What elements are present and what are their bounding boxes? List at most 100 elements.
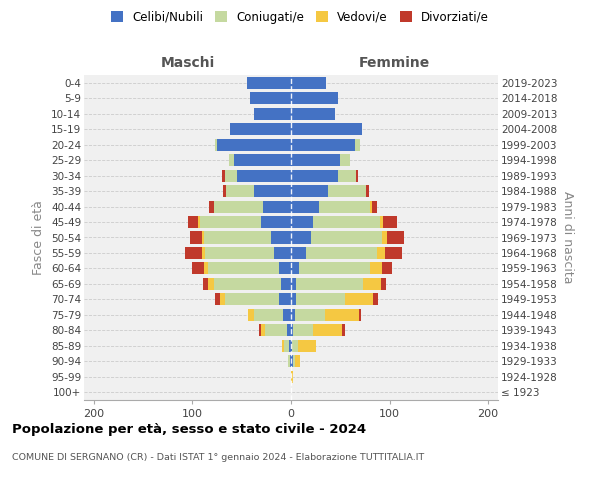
Bar [370, 200, 372, 212]
Bar [291, 232, 311, 243]
Bar [226, 185, 254, 197]
Bar [200, 216, 262, 228]
Bar [279, 294, 291, 306]
Bar [254, 185, 291, 197]
Bar [262, 216, 291, 228]
Bar [359, 309, 361, 321]
Text: COMUNE DI SERGNANO (CR) - Dati ISTAT 1° gennaio 2024 - Elaborazione TUTTITALIA.I: COMUNE DI SERGNANO (CR) - Dati ISTAT 1° … [12, 452, 424, 462]
Bar [209, 200, 214, 212]
Bar [265, 324, 287, 336]
Bar [291, 371, 293, 383]
Bar [262, 324, 265, 336]
Bar [254, 309, 283, 321]
Bar [306, 247, 377, 259]
Bar [298, 340, 316, 352]
Bar [291, 309, 295, 321]
Y-axis label: Fasce di età: Fasce di età [32, 200, 46, 275]
Legend: Celibi/Nubili, Coniugati/e, Vedovi/e, Divorziati/e: Celibi/Nubili, Coniugati/e, Vedovi/e, Di… [109, 8, 491, 26]
Bar [247, 76, 291, 89]
Bar [356, 170, 358, 181]
Bar [202, 232, 204, 243]
Bar [313, 216, 380, 228]
Bar [215, 294, 220, 306]
Bar [234, 154, 291, 166]
Bar [382, 232, 386, 243]
Text: Maschi: Maschi [160, 56, 215, 70]
Bar [204, 262, 208, 274]
Bar [338, 170, 356, 181]
Bar [223, 185, 226, 197]
Bar [340, 154, 350, 166]
Bar [202, 247, 205, 259]
Bar [220, 294, 225, 306]
Bar [291, 278, 296, 290]
Bar [380, 216, 383, 228]
Bar [383, 216, 397, 228]
Bar [291, 170, 338, 181]
Bar [291, 340, 292, 352]
Bar [217, 138, 291, 150]
Bar [225, 170, 237, 181]
Bar [199, 216, 200, 228]
Bar [282, 340, 284, 352]
Bar [313, 324, 342, 336]
Bar [385, 247, 403, 259]
Bar [366, 185, 369, 197]
Bar [208, 278, 214, 290]
Bar [345, 294, 373, 306]
Bar [289, 340, 291, 352]
Bar [222, 170, 225, 181]
Bar [279, 262, 291, 274]
Bar [291, 324, 293, 336]
Bar [355, 138, 360, 150]
Bar [205, 247, 274, 259]
Bar [291, 138, 355, 150]
Bar [287, 324, 291, 336]
Bar [284, 340, 289, 352]
Bar [203, 278, 208, 290]
Bar [188, 216, 199, 228]
Bar [291, 154, 340, 166]
Bar [204, 232, 271, 243]
Bar [291, 123, 362, 135]
Bar [229, 154, 234, 166]
Bar [363, 278, 381, 290]
Bar [214, 200, 263, 212]
Bar [263, 200, 291, 212]
Bar [248, 309, 254, 321]
Bar [370, 262, 382, 274]
Bar [296, 294, 345, 306]
Bar [190, 232, 202, 243]
Bar [293, 324, 313, 336]
Bar [271, 232, 291, 243]
Bar [295, 356, 300, 368]
Bar [208, 262, 279, 274]
Bar [215, 138, 217, 150]
Bar [386, 232, 404, 243]
Text: Femmine: Femmine [359, 56, 430, 70]
Bar [381, 278, 386, 290]
Bar [185, 247, 202, 259]
Bar [291, 108, 335, 120]
Bar [291, 247, 306, 259]
Bar [225, 294, 279, 306]
Bar [291, 356, 293, 368]
Bar [373, 294, 378, 306]
Bar [230, 123, 291, 135]
Bar [259, 324, 262, 336]
Bar [299, 262, 370, 274]
Y-axis label: Anni di nascita: Anni di nascita [561, 191, 574, 284]
Bar [291, 262, 299, 274]
Bar [291, 76, 325, 89]
Bar [311, 232, 382, 243]
Bar [372, 200, 377, 212]
Bar [291, 200, 319, 212]
Bar [214, 278, 281, 290]
Bar [382, 262, 392, 274]
Bar [291, 185, 328, 197]
Bar [237, 170, 291, 181]
Bar [293, 356, 295, 368]
Bar [290, 356, 291, 368]
Bar [328, 185, 366, 197]
Bar [254, 108, 291, 120]
